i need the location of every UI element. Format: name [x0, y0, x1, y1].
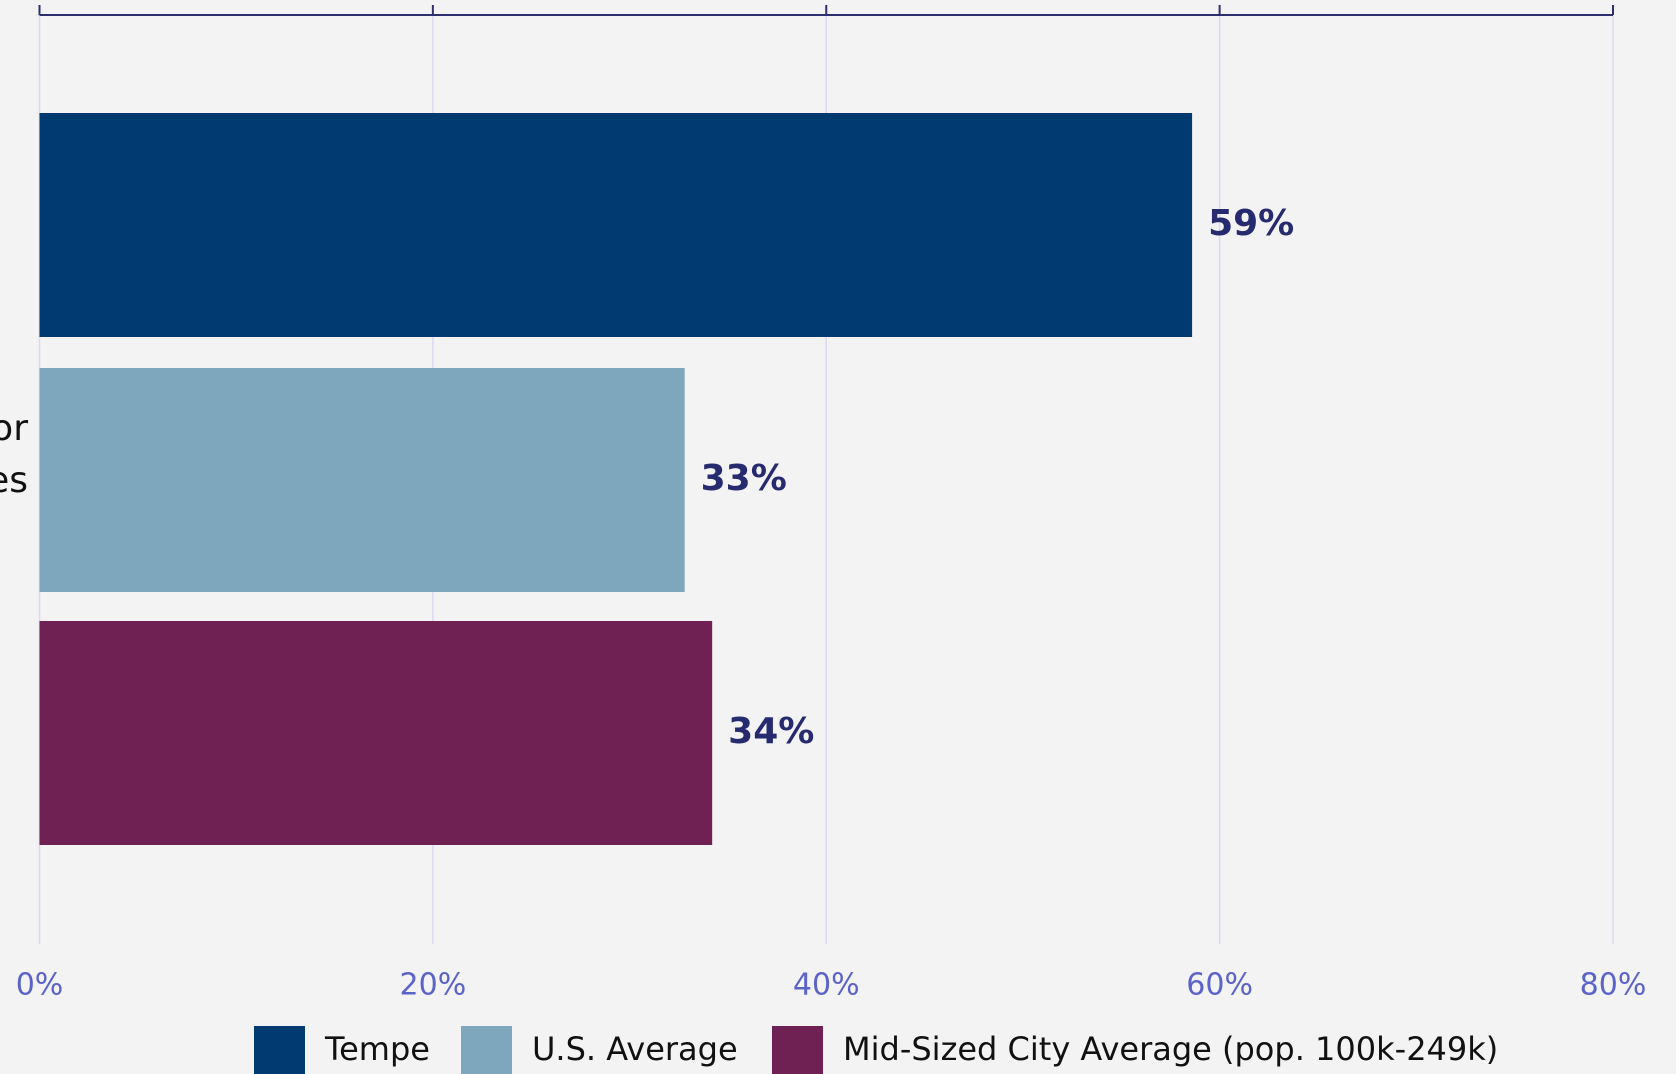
legend-label: U.S. Average [532, 1030, 738, 1068]
bar [39, 621, 713, 845]
x-tick-label: 80% [1580, 968, 1647, 1003]
legend-label: Tempe [324, 1030, 430, 1068]
x-tick-label: 20% [400, 968, 467, 1003]
value-label: 59% [1208, 203, 1294, 244]
legend-swatch [772, 1026, 823, 1074]
x-tick-label: 60% [1186, 968, 1253, 1003]
legend-label: Mid-Sized City Average (pop. 100k-249k) [843, 1030, 1498, 1068]
value-label: 33% [701, 458, 787, 499]
category-label: es [0, 460, 28, 501]
bar [39, 368, 685, 592]
x-tick-label: 0% [16, 968, 64, 1003]
category-label: or [0, 408, 28, 449]
x-tick-label: 40% [793, 968, 860, 1003]
value-label: 34% [728, 711, 814, 752]
bar [39, 113, 1193, 337]
legend-swatch [254, 1026, 305, 1074]
legend-swatch [461, 1026, 512, 1074]
